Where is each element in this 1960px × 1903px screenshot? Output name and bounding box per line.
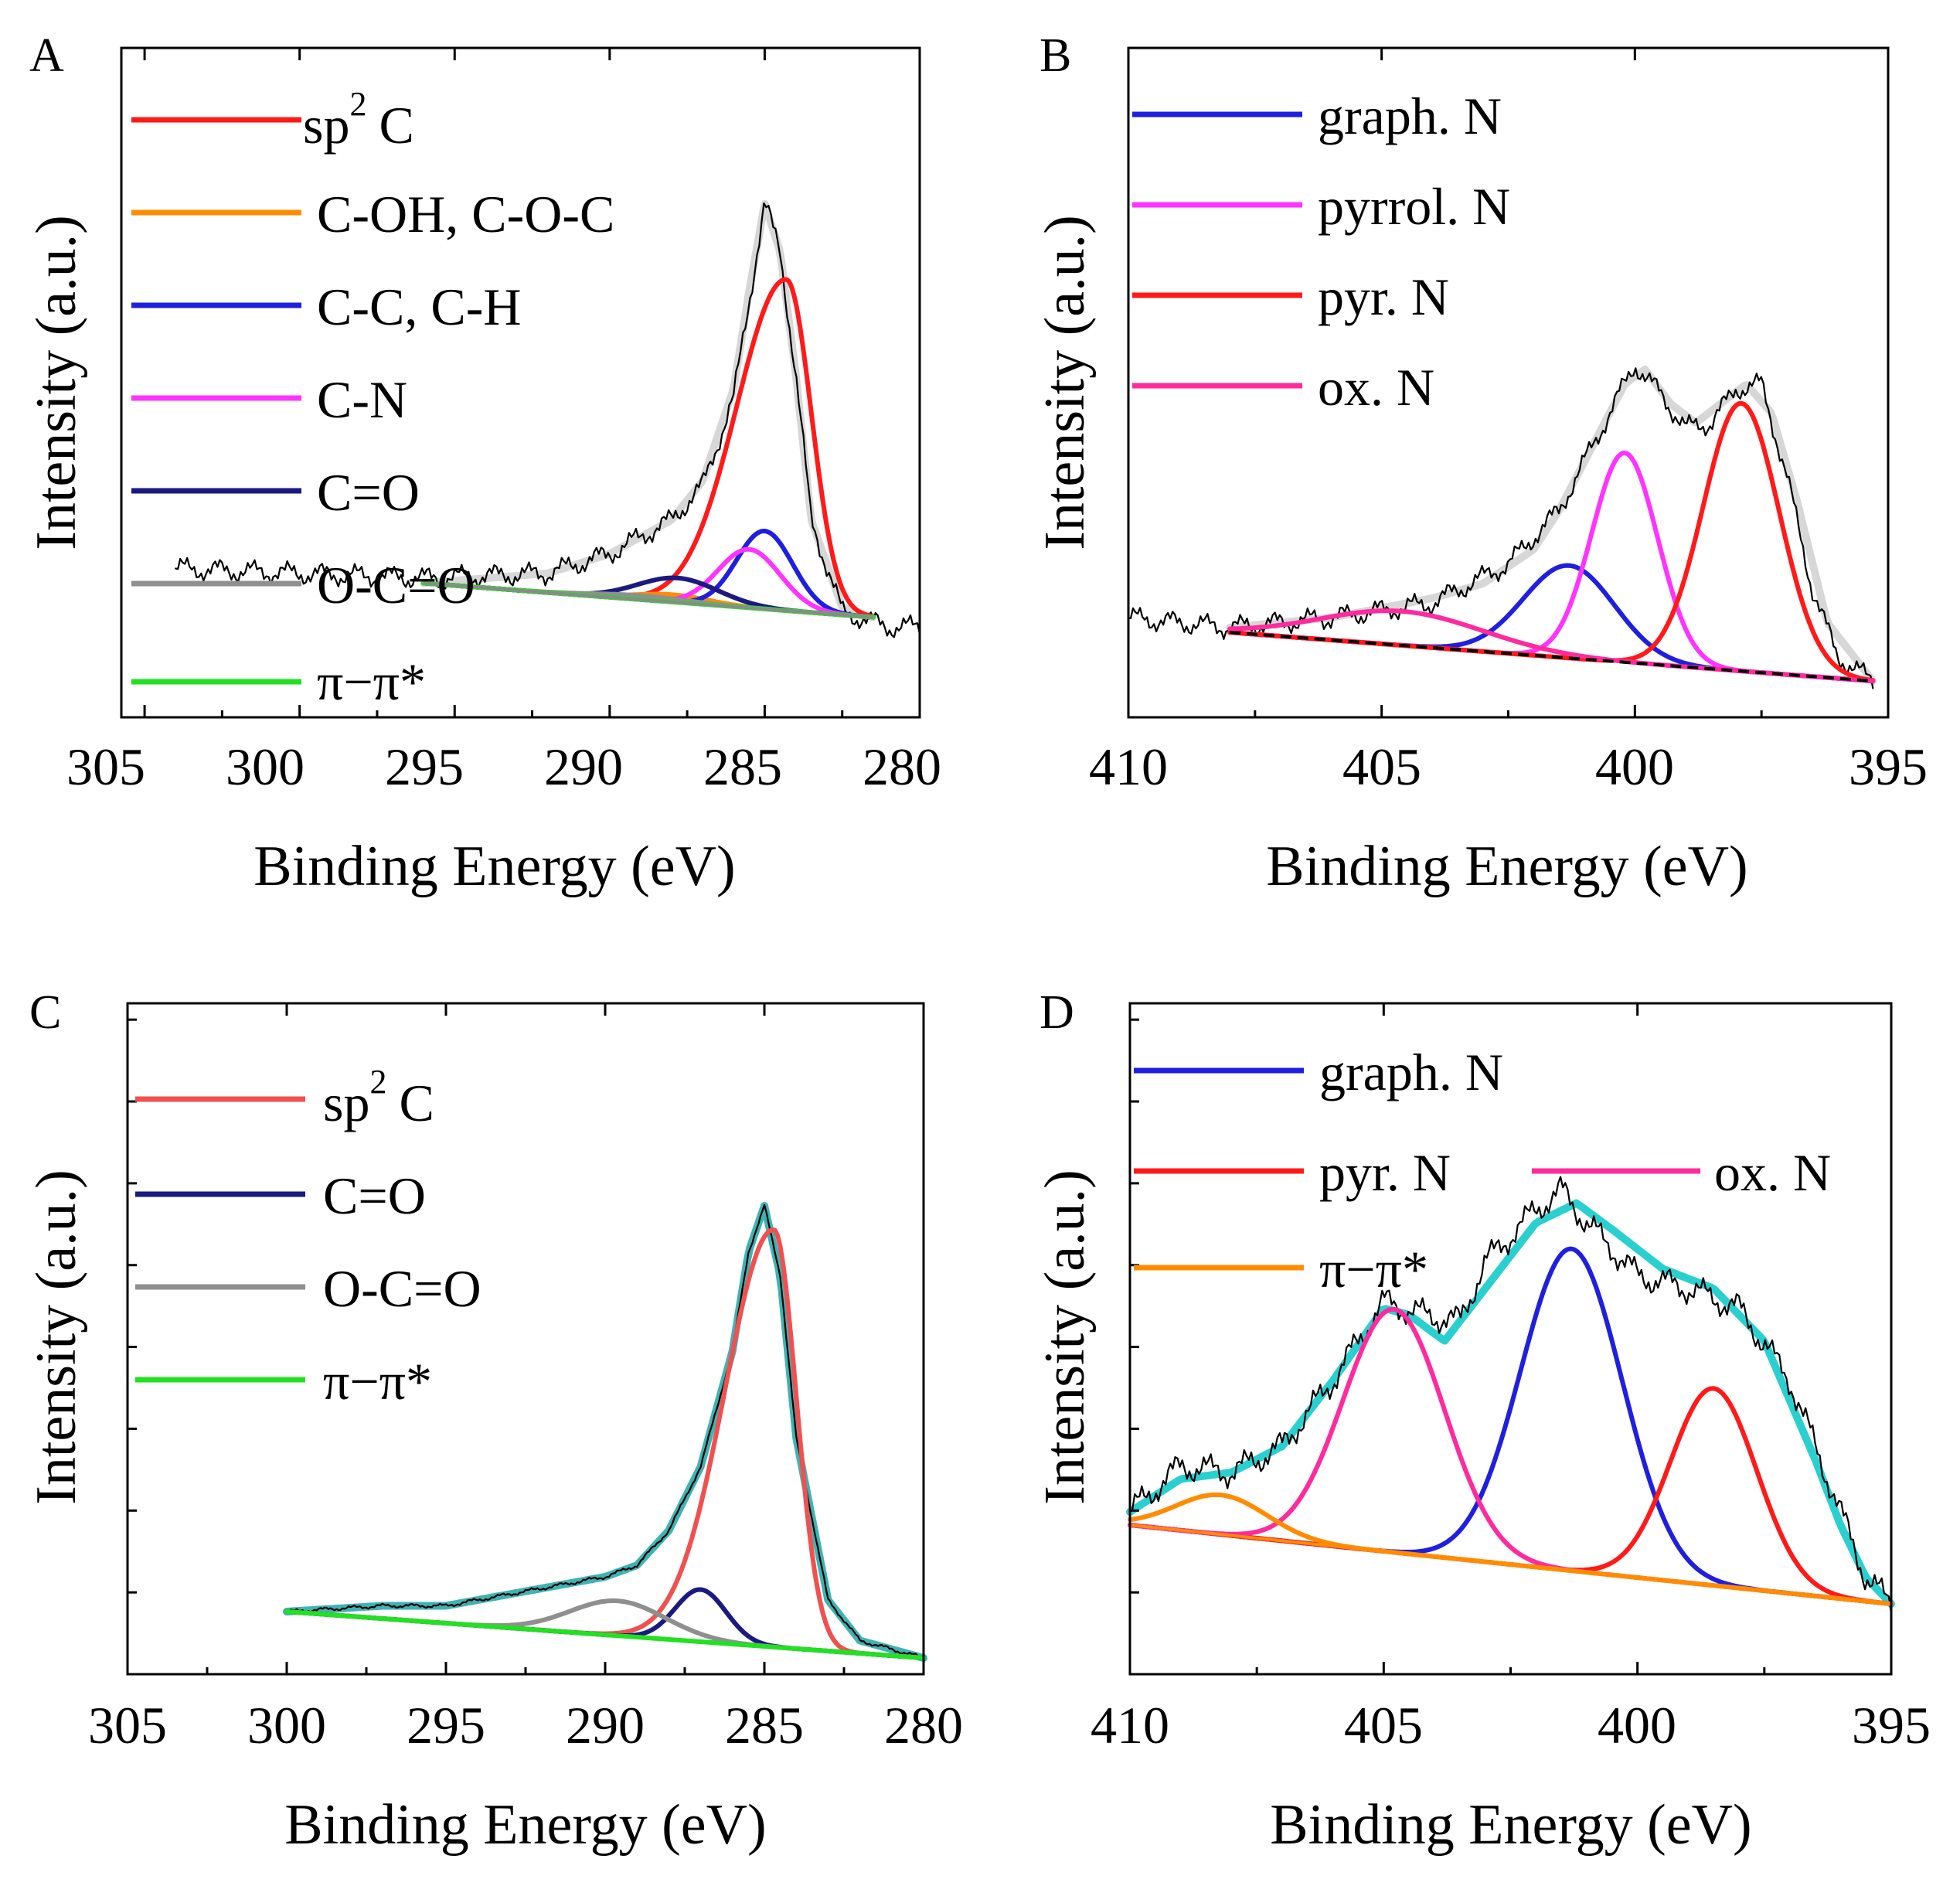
x-tick-label: 305 — [88, 1696, 167, 1755]
x-tick-label: 400 — [1595, 737, 1674, 796]
x-tick-labels-d: 410 405 400 395 — [1091, 1696, 1931, 1755]
legend-label-graph-n: graph. N — [1319, 1043, 1503, 1101]
legend-d: graph. N pyr. N ox. N π−π* — [1134, 1043, 1831, 1299]
legend-label-sp2-c: sp2 C — [323, 1063, 434, 1132]
legend-label-pyr-n: pyr. N — [1319, 1143, 1451, 1202]
x-tick-label: 395 — [1849, 737, 1928, 796]
legend-label-c-c: C-C, C-H — [317, 277, 521, 336]
panel-d: D 410 405 400 395 Binding Energy (eV) In… — [1033, 986, 1931, 1857]
raw-spectrum-line — [285, 1203, 925, 1660]
series-line-graph-n — [1227, 563, 1876, 684]
raw-spectrum-line — [175, 203, 921, 638]
y-axis-label-a: Intensity (a.u.) — [25, 215, 88, 550]
legend-label-pyr-n: pyr. N — [1318, 267, 1449, 326]
panel-letter-b: B — [1040, 29, 1071, 82]
legend-label-pi-pi: π−π* — [317, 652, 426, 711]
x-tick-label: 280 — [884, 1696, 963, 1755]
axes-frame-a — [120, 46, 921, 719]
background-line — [286, 1610, 924, 1660]
axes-frame-c — [126, 1002, 925, 1676]
raw-spectrum-line — [1128, 1176, 1893, 1615]
x-tick-label: 405 — [1344, 1696, 1423, 1755]
raw-spectrum-line — [1127, 367, 1874, 689]
legend-label-o-c-o: O-C=O — [317, 556, 475, 614]
legend-label-ox-n: ox. N — [1714, 1143, 1831, 1202]
panel-letter-c: C — [29, 986, 61, 1039]
background-line — [423, 581, 873, 619]
x-axis-label-a: Binding Energy (eV) — [254, 835, 735, 898]
series-line-pyr-n — [1128, 1386, 1894, 1606]
legend-label-c-oh: C-OH, C-O-C — [317, 185, 614, 243]
legend-label-pi-pi: π−π* — [323, 1352, 432, 1411]
x-tick-label: 395 — [1852, 1696, 1931, 1755]
legend-label-sp2-c: sp2 C — [303, 85, 414, 155]
panel-b: B 410 405 400 395 Binding Energy (eV) In… — [1033, 29, 1928, 898]
plot-area-b — [1127, 366, 1877, 689]
legend-a: sp2 C C-OH, C-O-C C-C, C-H C-N C=O O-C=O … — [131, 85, 614, 711]
plot-area-a — [175, 199, 921, 638]
y-axis-label-c: Intensity (a.u.) — [25, 1169, 88, 1505]
ticks-c — [126, 1003, 925, 1674]
x-tick-label: 295 — [407, 1696, 485, 1755]
x-tick-labels-b: 410 405 400 395 — [1089, 737, 1928, 796]
y-axis-label-d: Intensity (a.u.) — [1033, 1169, 1097, 1505]
legend-c: sp2 C C=O O-C=O π−π* — [135, 1063, 481, 1411]
series-line-pyrrol-n — [1227, 450, 1876, 684]
x-tick-label: 410 — [1091, 1696, 1169, 1755]
background-line — [1229, 631, 1873, 683]
plot-area-c — [283, 1202, 927, 1662]
legend-b: graph. N pyrrol. N pyr. N ox. N — [1132, 87, 1510, 417]
legend-label-pi-pi: π−π* — [1319, 1240, 1428, 1299]
x-tick-labels-a: 305 300 295 290 285 280 — [66, 737, 941, 796]
x-tick-labels-c: 305 300 295 290 285 280 — [88, 1696, 963, 1755]
x-tick-label: 295 — [385, 737, 464, 796]
legend-label-c-n: C-N — [317, 370, 407, 429]
ticks-b — [1127, 48, 1890, 717]
legend-label-graph-n: graph. N — [1318, 87, 1502, 145]
x-tick-label: 290 — [544, 737, 623, 796]
x-tick-label: 305 — [66, 737, 145, 796]
legend-label-ox-n: ox. N — [1318, 358, 1434, 417]
envelope-fit-line — [420, 199, 877, 621]
x-axis-label-b: Binding Energy (eV) — [1266, 835, 1747, 898]
panel-a: A 305 300 295 290 285 280 Binding Energy… — [25, 29, 941, 898]
ticks-d — [1128, 1003, 1893, 1674]
axes-frame-d — [1128, 1002, 1893, 1676]
panel-letter-a: A — [29, 29, 64, 82]
legend-label-c-o: C=O — [317, 463, 420, 522]
x-tick-label: 285 — [703, 737, 782, 796]
x-tick-label: 280 — [863, 737, 941, 796]
x-axis-label-c: Binding Energy (eV) — [284, 1793, 766, 1857]
x-tick-label: 400 — [1598, 1696, 1676, 1755]
x-axis-label-d: Binding Energy (eV) — [1270, 1793, 1751, 1857]
ticks-a — [143, 48, 921, 717]
legend-label-pyrrol-n: pyrrol. N — [1318, 177, 1510, 236]
legend-label-o-c-o: O-C=O — [323, 1259, 481, 1318]
plot-area-d — [1126, 1176, 1895, 1615]
series-line-graph-n — [1128, 1246, 1894, 1606]
x-tick-label: 300 — [247, 1696, 326, 1755]
x-tick-label: 285 — [725, 1696, 804, 1755]
y-axis-label-b: Intensity (a.u.) — [1033, 215, 1097, 550]
x-tick-label: 300 — [226, 737, 305, 796]
x-tick-label: 405 — [1342, 737, 1421, 796]
legend-label-c-o: C=O — [323, 1166, 426, 1225]
x-tick-label: 290 — [566, 1696, 645, 1755]
background-line — [1129, 1523, 1892, 1605]
x-tick-label: 410 — [1089, 737, 1168, 796]
panel-letter-d: D — [1040, 986, 1074, 1039]
panel-c: C 305 300 295 290 285 280 Binding Energy… — [25, 986, 963, 1857]
